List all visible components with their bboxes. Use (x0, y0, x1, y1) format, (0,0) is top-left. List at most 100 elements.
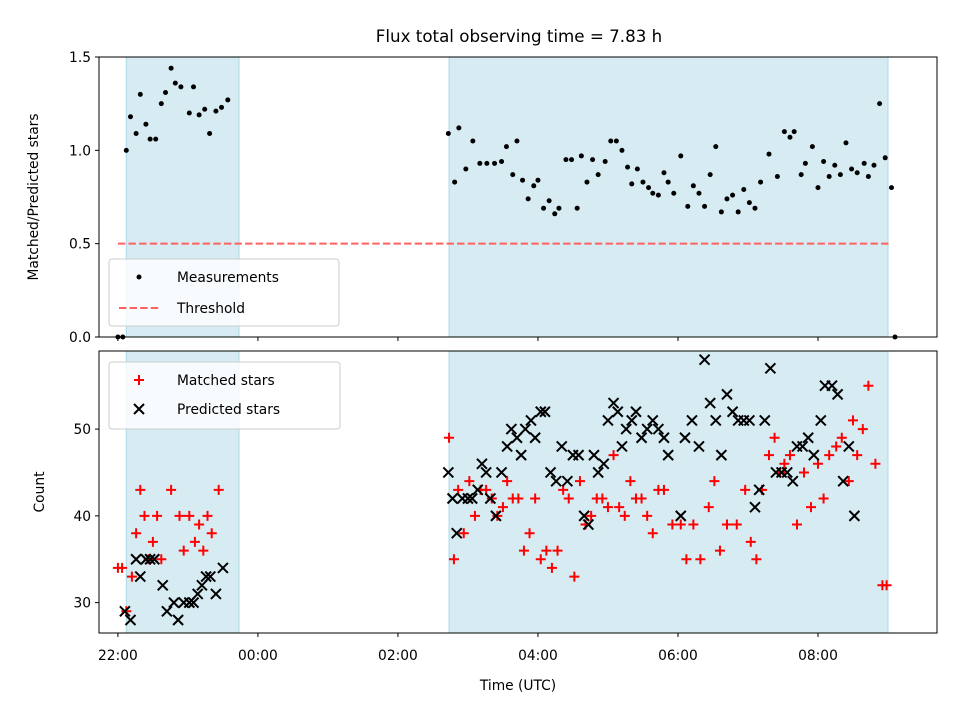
matched-star-point (174, 510, 185, 521)
matched-star-point (597, 493, 608, 504)
predicted-star-point (501, 440, 513, 453)
legend-label-measurements: Measurements (177, 270, 279, 286)
matched-star-point (497, 502, 508, 513)
matched-star-point (714, 545, 725, 556)
predicted-legend-marker (133, 403, 145, 415)
matched-star-point (805, 502, 816, 513)
matched-star-point (524, 528, 535, 539)
measurement-point (735, 209, 741, 215)
measurement-point (590, 157, 596, 163)
measurement-point (163, 89, 169, 95)
measurement-point (826, 173, 832, 179)
measurement-point (888, 185, 894, 191)
matched-star-point (464, 476, 475, 487)
x-axis-label: Time (UTC) (479, 678, 556, 694)
predicted-star-point (843, 440, 855, 453)
measurement-point (854, 170, 860, 176)
measurement-point (128, 114, 134, 120)
bottom-y-tick-label: 40 (73, 509, 91, 525)
measurement-point (556, 205, 562, 211)
measurement-point (492, 160, 498, 166)
matched-legend-marker (134, 375, 144, 385)
measurement-point (514, 138, 520, 144)
measurement-point (178, 84, 184, 90)
predicted-star-point (808, 449, 820, 461)
matched-star-point (166, 484, 177, 495)
x-tick-label: 00:00 (238, 648, 278, 664)
matched-star-point (156, 554, 167, 565)
predicted-star-point (515, 449, 527, 461)
predicted-star-point (612, 406, 624, 418)
measurement-point (665, 179, 671, 185)
measurement-point (613, 138, 619, 144)
predicted-star-point (525, 414, 537, 427)
predicted-star-point (490, 510, 502, 522)
matched-star-point (769, 432, 780, 443)
matched-star-point (535, 554, 546, 565)
predicted-star-point (658, 432, 670, 444)
predicted-star-point (210, 588, 222, 600)
predicted-star-point (168, 596, 180, 609)
predicted-star-point (753, 484, 765, 496)
matched-star-point (791, 519, 802, 530)
top-y-tick-label: 0.0 (69, 330, 91, 346)
x-tick-label: 04:00 (518, 648, 558, 664)
measurement-point (798, 172, 804, 178)
matched-star-point (642, 510, 653, 521)
matched-star-point (147, 536, 158, 547)
measurement-point (147, 136, 153, 142)
measurement-point (685, 203, 691, 209)
measurement-point (584, 179, 590, 185)
measurement-point (837, 172, 843, 178)
measurement-point (123, 147, 129, 153)
matched-star-point (619, 510, 630, 521)
measurement-point (531, 183, 537, 189)
legend-label-matched: Matched stars (177, 373, 275, 389)
predicted-star-point (588, 449, 600, 461)
predicted-star-point (466, 492, 478, 505)
predicted-star-point (183, 596, 196, 609)
matched-star-point (552, 545, 563, 556)
predicted-star-point (675, 510, 687, 522)
measurement-point (752, 205, 758, 211)
predicted-star-point (130, 553, 142, 565)
matched-star-point (731, 519, 742, 530)
matched-star-point (206, 528, 217, 539)
measurement-point (821, 159, 827, 165)
measurement-point (186, 110, 192, 116)
measurement-point (569, 157, 575, 163)
matched-star-point (546, 562, 557, 573)
x-tick-label: 06:00 (658, 648, 698, 664)
predicted-star-point (519, 423, 532, 435)
matched-star-point (202, 510, 213, 521)
matched-star-point (469, 510, 480, 521)
predicted-star-point (598, 458, 610, 470)
measurement-point (802, 160, 808, 166)
predicted-star-point (572, 449, 585, 461)
measurement-point (520, 177, 526, 183)
measurement-point (137, 91, 143, 97)
measurement-point (781, 129, 787, 135)
matched-star-point (709, 476, 720, 487)
measurement-point (445, 131, 451, 137)
predicted-star-point (704, 397, 716, 409)
predicted-star-point (148, 553, 161, 565)
matched-star-point (131, 528, 142, 539)
measurement-point (832, 162, 838, 168)
matched-star-point (847, 415, 858, 426)
matched-star-point (586, 510, 597, 521)
matched-star-point (740, 484, 751, 495)
matched-star-point (863, 380, 874, 391)
predicted-star-point (529, 432, 541, 444)
measurement-point (207, 131, 213, 137)
x-tick-label: 02:00 (378, 648, 418, 664)
matched-star-point (563, 493, 574, 504)
matched-star-point (139, 510, 150, 521)
matched-star-point (881, 580, 892, 591)
measurement-point (774, 173, 780, 179)
predicted-star-point (592, 466, 604, 479)
measurement-point (690, 183, 696, 189)
measurement-point (882, 155, 888, 161)
measurement-point (574, 205, 580, 211)
predicted-star-point (505, 423, 518, 435)
